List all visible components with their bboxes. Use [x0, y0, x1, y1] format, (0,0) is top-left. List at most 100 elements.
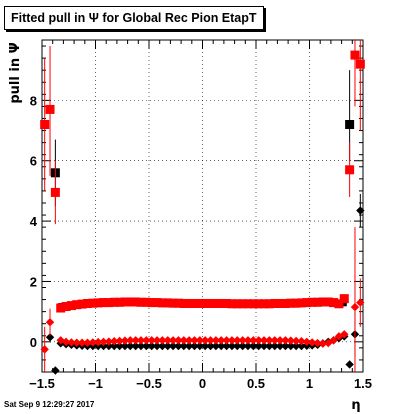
square-marker — [40, 120, 50, 130]
y-tick-label: 0 — [30, 335, 37, 350]
diamond-marker — [163, 341, 172, 351]
diamond-marker — [93, 337, 103, 347]
square-marker — [323, 297, 333, 307]
diamond-marker — [147, 341, 156, 351]
diamond-marker — [110, 337, 119, 346]
diamond-marker — [200, 336, 210, 345]
diamond-marker — [307, 338, 317, 347]
square-marker — [280, 298, 290, 308]
diamond-marker — [222, 336, 231, 345]
square-marker — [313, 297, 323, 307]
square-marker — [243, 299, 253, 309]
diamond-marker — [217, 341, 226, 351]
diamond-marker — [158, 336, 167, 345]
y-axis-label: pull in Ψ — [8, 42, 23, 103]
x-tick-label: −1.5 — [29, 376, 55, 391]
diamond-marker — [259, 341, 269, 351]
diamond-marker — [184, 336, 194, 345]
diamond-marker — [51, 366, 60, 375]
square-marker — [115, 297, 125, 307]
diamond-marker — [72, 338, 81, 347]
diamond-marker — [233, 336, 242, 345]
square-marker — [72, 300, 82, 310]
diamond-marker — [265, 341, 274, 351]
diamond-marker — [120, 336, 130, 345]
diamond-marker — [115, 336, 124, 346]
square-marker — [275, 298, 285, 308]
square-marker — [99, 298, 109, 308]
diamond-marker — [291, 336, 301, 346]
diamond-marker — [281, 336, 290, 345]
square-marker — [355, 59, 365, 69]
square-marker — [200, 298, 210, 308]
diamond-marker — [318, 339, 328, 348]
square-marker — [216, 298, 226, 308]
square-marker — [152, 298, 162, 308]
diamond-marker — [297, 337, 306, 346]
diamond-marker — [243, 336, 253, 345]
square-marker — [141, 297, 151, 307]
square-marker — [163, 298, 173, 308]
square-marker — [125, 297, 135, 307]
diamond-marker — [142, 341, 151, 351]
square-marker — [77, 299, 87, 309]
diamond-marker — [313, 338, 322, 348]
diamond-marker — [104, 341, 114, 351]
square-marker — [179, 298, 189, 308]
diamond-marker — [281, 341, 290, 351]
diamond-marker — [275, 341, 285, 351]
square-marker — [168, 298, 178, 308]
diamond-marker — [45, 318, 55, 327]
square-marker — [329, 298, 339, 308]
square-marker — [345, 120, 355, 130]
diamond-marker — [345, 360, 354, 369]
square-marker — [254, 299, 264, 309]
square-marker — [88, 298, 98, 308]
diamond-marker — [179, 341, 188, 351]
square-marker — [307, 297, 317, 307]
diamond-marker — [184, 341, 194, 351]
diamond-marker — [99, 337, 108, 347]
square-marker — [104, 298, 114, 308]
diamond-marker — [126, 336, 135, 345]
diamond-marker — [265, 336, 274, 345]
diamond-marker — [61, 337, 71, 347]
square-marker — [296, 298, 306, 308]
diamond-marker — [211, 336, 221, 345]
diamond-marker — [88, 338, 98, 347]
diamond-marker — [110, 341, 119, 351]
square-marker — [232, 299, 242, 309]
square-marker — [291, 298, 301, 308]
diamond-marker — [238, 341, 247, 351]
square-marker — [206, 298, 216, 308]
square-marker — [120, 297, 130, 307]
diamond-marker — [168, 341, 178, 351]
x-axis-label: η — [351, 398, 360, 413]
square-marker — [350, 50, 360, 60]
y-tick-label: 4 — [30, 214, 38, 229]
square-marker — [61, 302, 71, 312]
plot-frame — [41, 39, 364, 373]
square-marker — [109, 297, 119, 307]
diamond-marker — [329, 336, 338, 345]
diamond-marker — [174, 336, 183, 345]
diamond-marker — [179, 336, 188, 345]
diamond-marker — [302, 337, 312, 347]
diamond-marker — [56, 336, 65, 345]
square-marker — [270, 298, 280, 308]
x-tick-label: 0.5 — [247, 376, 265, 391]
diamond-marker — [142, 336, 151, 345]
square-marker — [189, 298, 199, 308]
diamond-marker — [195, 336, 205, 345]
diamond-marker — [163, 336, 172, 345]
square-marker — [259, 299, 269, 309]
diamond-marker — [99, 341, 108, 351]
square-marker — [248, 299, 258, 309]
y-tick-label: 8 — [30, 93, 37, 108]
square-marker — [93, 298, 103, 308]
square-marker — [50, 187, 60, 197]
diamond-marker — [286, 341, 295, 351]
diamond-marker — [152, 341, 162, 351]
diamond-marker — [104, 337, 114, 346]
diamond-marker — [200, 341, 210, 351]
